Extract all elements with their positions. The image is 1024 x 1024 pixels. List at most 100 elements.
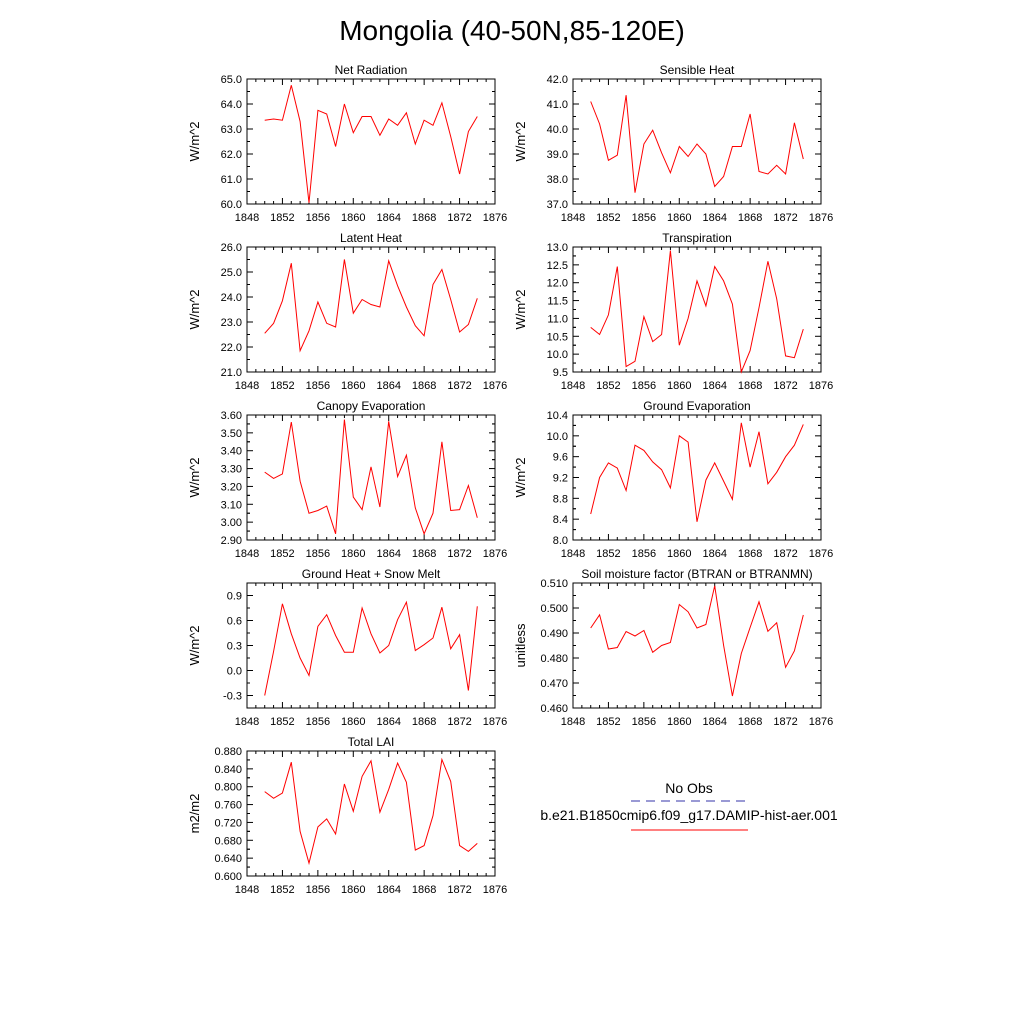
x-tick-label: 1864 [376,548,400,560]
y-tick-label: 0.9 [227,591,242,603]
y-tick-label: 3.00 [221,517,242,529]
y-axis-label: W/m^2 [187,121,202,161]
y-tick-label: 0.470 [540,678,568,690]
x-tick-label: 1876 [483,548,507,560]
x-tick-label: 1868 [412,884,436,896]
x-tick-label: 1848 [235,716,259,728]
x-tick-label: 1868 [412,716,436,728]
panel-title: Sensible Heat [660,63,735,77]
y-axis-label: W/m^2 [187,625,202,665]
y-tick-label: 23.0 [221,317,242,329]
x-tick-label: 1872 [447,884,471,896]
x-tick-label: 1856 [306,716,330,728]
x-tick-label: 1876 [483,380,507,392]
y-tick-label: 3.60 [221,410,242,422]
panels-group: Net Radiation W/m^2 1848 1852 1856 1860 1864 18… [187,63,833,896]
y-tick-label: 0.6 [227,616,242,628]
x-tick-label: 1860 [341,380,365,392]
y-axis-label: W/m^2 [187,289,202,329]
x-tick-label: 1860 [667,548,691,560]
y-tick-label: 41.0 [547,99,568,111]
y-tick-label: 24.0 [221,292,242,304]
y-tick-label: 0.640 [214,853,242,865]
x-tick-label: 1860 [341,548,365,560]
x-tick-label: 1876 [809,212,833,224]
x-tick-label: 1872 [447,212,471,224]
y-tick-label: 65.0 [221,74,242,86]
legend-obs-label: No Obs [665,780,712,796]
y-axis-label: m2/m2 [187,794,202,834]
x-tick-label: 1872 [447,716,471,728]
plot-frame [246,414,496,541]
y-tick-label: 21.0 [221,367,242,379]
y-tick-label: 9.2 [553,473,568,485]
x-tick-label: 1868 [412,380,436,392]
y-tick-label: 25.0 [221,267,242,279]
x-tick-label: 1848 [235,380,259,392]
x-tick-label: 1848 [561,716,585,728]
x-tick-label: 1856 [632,212,656,224]
x-tick-label: 1852 [270,548,294,560]
y-tick-label: -0.3 [223,691,242,703]
x-tick-label: 1872 [447,548,471,560]
x-tick-label: 1848 [235,212,259,224]
series-line [264,258,478,353]
y-tick-label: 61.0 [221,174,242,186]
x-tick-label: 1876 [809,548,833,560]
x-tick-label: 1876 [483,716,507,728]
x-tick-label: 1868 [738,548,762,560]
x-tick-label: 1852 [596,212,620,224]
x-tick-label: 1868 [412,212,436,224]
y-tick-label: 3.30 [221,464,242,476]
x-tick-label: 1860 [667,212,691,224]
x-tick-label: 1872 [773,716,797,728]
x-tick-label: 1872 [773,212,797,224]
y-tick-label: 40.0 [547,124,568,136]
y-tick-label: 0.840 [214,764,242,776]
plot-frame [246,78,496,205]
x-tick-label: 1872 [447,380,471,392]
legend: No Obs b.e21.B1850cmip6.f09_g17.DAMIP-hi… [540,780,838,831]
x-tick-label: 1848 [561,548,585,560]
x-tick-label: 1852 [596,380,620,392]
panel-title: Transpiration [662,231,732,245]
y-tick-label: 3.50 [221,428,242,440]
panel-title: Canopy Evaporation [317,399,426,413]
plot-frame [246,246,496,373]
x-tick-label: 1848 [561,212,585,224]
x-tick-label: 1852 [270,884,294,896]
x-tick-label: 1856 [306,548,330,560]
panel-1: Net Radiation W/m^2 1848 1852 1856 1860 1864 18… [187,63,507,224]
x-tick-label: 1848 [235,548,259,560]
y-tick-label: 63.0 [221,124,242,136]
y-tick-label: 0.3 [227,641,242,653]
y-tick-label: 0.510 [540,578,568,590]
x-tick-label: 1876 [483,212,507,224]
x-tick-label: 1860 [341,716,365,728]
figure-title: Mongolia (40-50N,85-120E) [339,15,685,46]
x-tick-label: 1872 [773,548,797,560]
y-tick-label: 0.760 [214,800,242,812]
x-tick-label: 1868 [738,212,762,224]
panel-7: Ground Heat + Snow Melt W/m^2 1848 1852 1856… [187,567,507,728]
panel-6: Ground Evaporation W/m^2 1848 1852 1856 1860 1… [513,399,833,560]
x-tick-label: 1852 [270,212,294,224]
x-tick-label: 1856 [306,884,330,896]
series-line [590,422,804,522]
y-tick-label: 11.0 [547,313,568,325]
x-tick-label: 1856 [306,380,330,392]
y-tick-label: 8.0 [553,535,568,547]
y-tick-label: 37.0 [547,199,568,211]
panel-5: Canopy Evaporation W/m^2 1848 1852 1856 1860 1… [187,399,507,560]
y-tick-label: 0.800 [214,782,242,794]
plot-frame [572,582,822,709]
y-tick-label: 64.0 [221,99,242,111]
y-tick-label: 0.680 [214,835,242,847]
x-tick-label: 1868 [738,716,762,728]
y-tick-label: 13.0 [547,242,568,254]
y-tick-label: 39.0 [547,149,568,161]
series-line [264,85,478,203]
y-tick-label: 9.6 [553,452,568,464]
y-tick-label: 38.0 [547,174,568,186]
